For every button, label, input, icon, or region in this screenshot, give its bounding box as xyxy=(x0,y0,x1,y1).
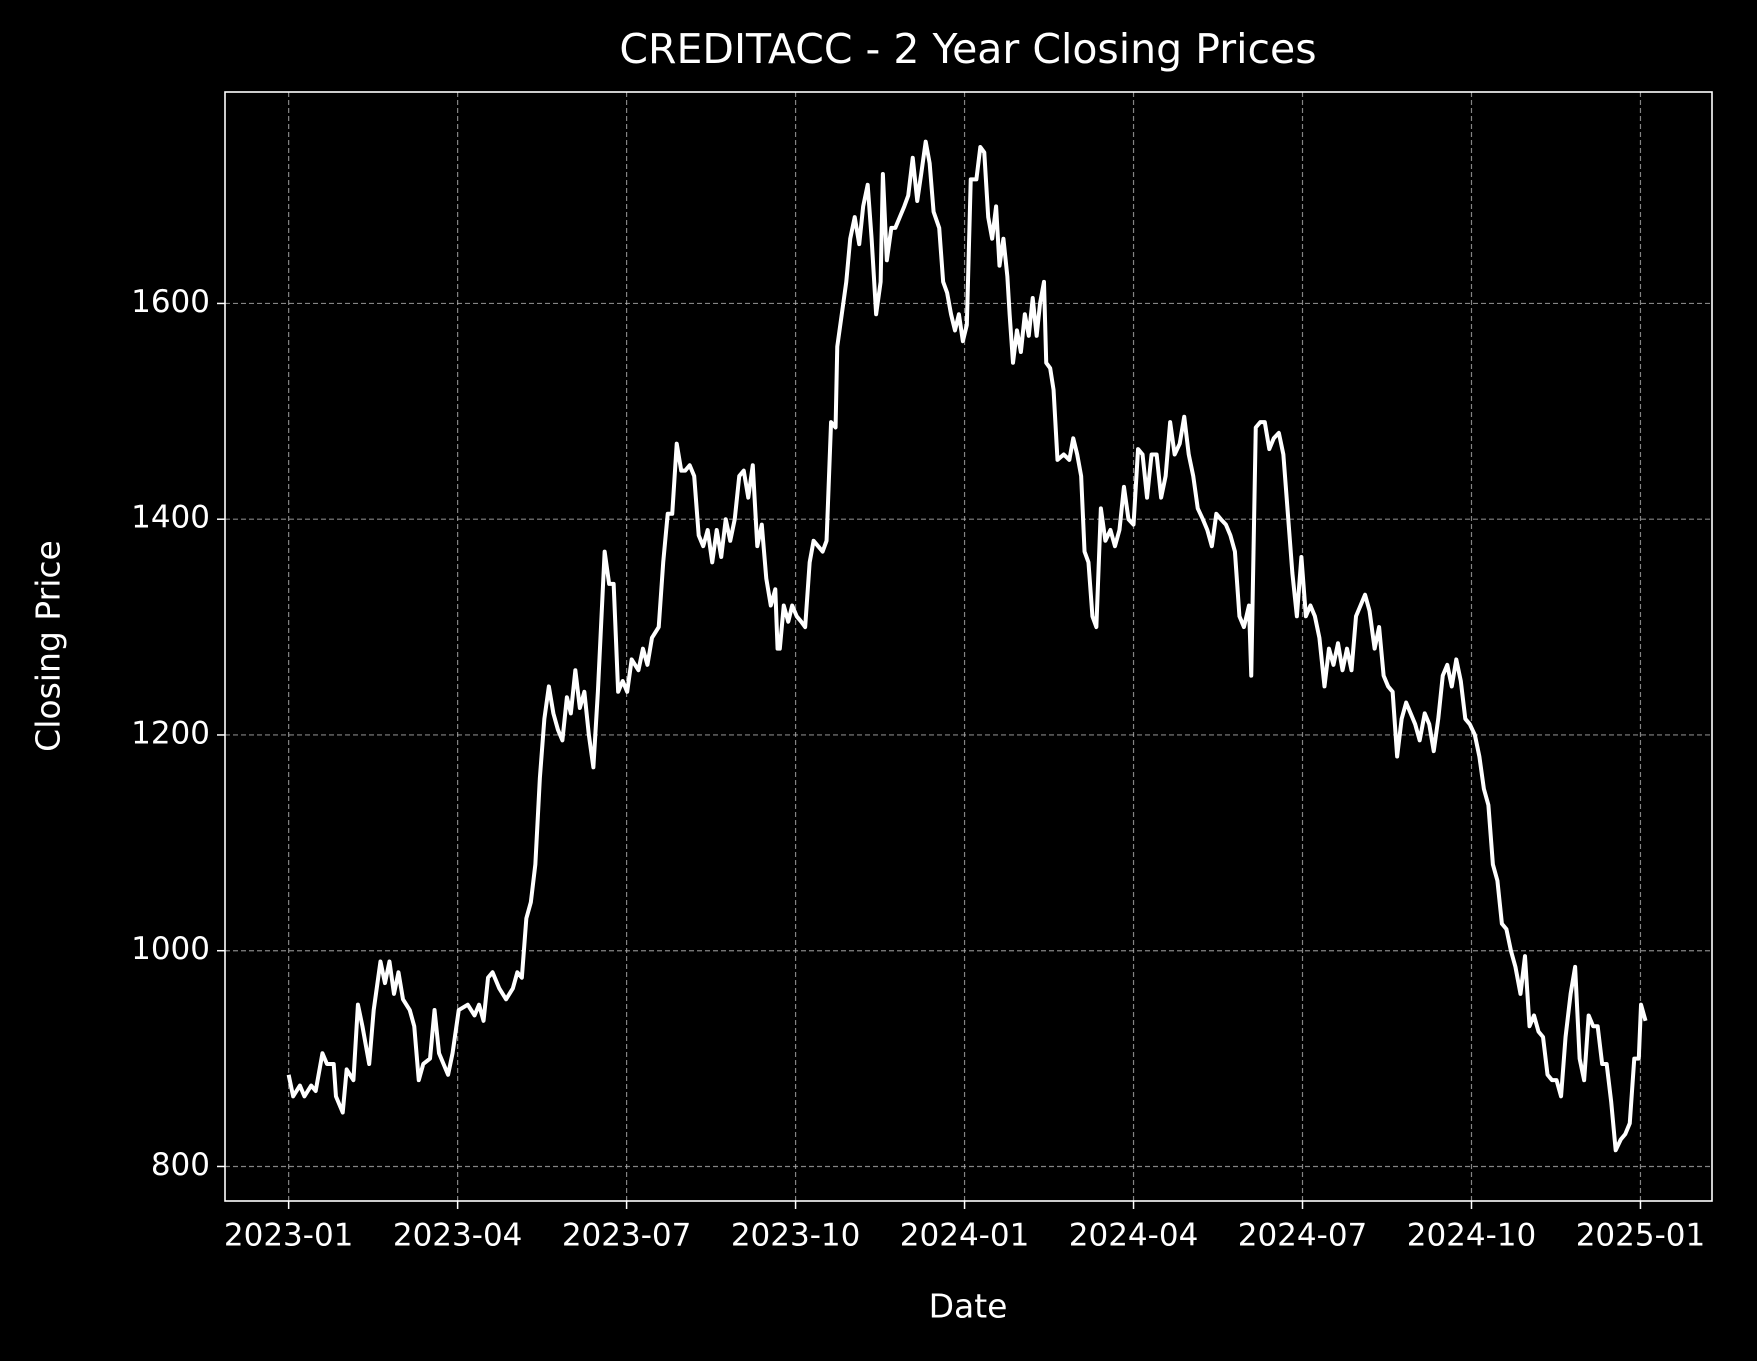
plot-frame xyxy=(224,91,1713,1202)
x-tick-label: 2024-07 xyxy=(1238,1218,1368,1254)
x-tick-label: 2024-04 xyxy=(1069,1218,1199,1254)
y-tick-label: 1600 xyxy=(131,284,210,320)
x-axis-label: Date xyxy=(929,1287,1008,1326)
x-tick-label: 2023-10 xyxy=(731,1218,861,1254)
x-tick-label: 2024-01 xyxy=(900,1218,1030,1254)
x-tick-label: 2024-10 xyxy=(1407,1218,1537,1254)
x-tick-label: 2023-01 xyxy=(224,1218,354,1254)
x-tick-label: 2025-01 xyxy=(1576,1218,1706,1254)
y-tick-label: 1200 xyxy=(131,715,210,751)
y-tick-label: 1000 xyxy=(131,931,210,967)
x-tick-label: 2023-04 xyxy=(393,1218,523,1254)
y-tick-label: 1400 xyxy=(131,500,210,536)
price-line xyxy=(286,139,1648,1153)
x-tick-label: 2023-07 xyxy=(562,1218,692,1254)
chart-title: CREDITACC - 2 Year Closing Prices xyxy=(619,25,1316,73)
y-axis-label: Closing Price xyxy=(29,540,68,752)
y-tick-label: 800 xyxy=(151,1147,210,1183)
